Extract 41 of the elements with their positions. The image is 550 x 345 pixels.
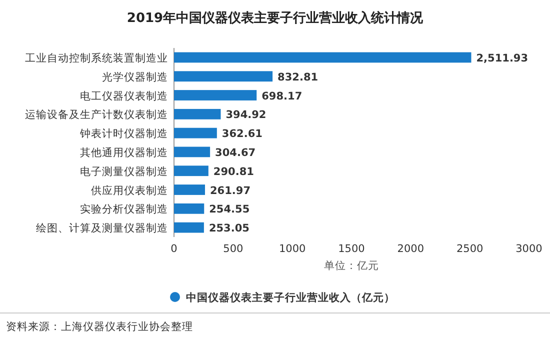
x-tick-label: 2500 [456,243,484,255]
text: 253.05 [208,222,250,235]
bar [174,146,210,158]
bar [174,184,205,195]
bar [174,166,208,176]
y-tick-label: 电子测量仪器制造 [80,164,168,178]
legend-label: 中国仪器仪表主要子行业营业收入（亿元） [186,291,395,304]
y-tick-label: 绘图、计算及测量仪器制造 [36,222,168,235]
x-axis-title: 单位：亿元 [324,259,379,272]
text: 261.97 [210,184,251,197]
text: 698.17 [262,90,302,102]
text: 304.67 [215,146,256,159]
x-tick-label: 0 [170,243,178,255]
bar [174,71,273,82]
chart-title: 2019年中国仪器仪表主要子行业营业收入统计情况 [126,10,424,26]
y-tick-label: 电工仪器仪表制造 [80,89,168,102]
bar [174,90,257,100]
y-tick-label: 实验分析仪器制造 [80,202,168,216]
y-tick-label: 运输设备及生产计数仪表制造 [25,108,168,122]
text: 290.81 [213,166,254,178]
bar [174,222,204,233]
text: 资料来源：上海仪器仪表行业协会整理 [6,320,193,333]
y-tick-label: 工业自动控制系统装置制造业 [25,51,168,64]
bar [174,108,221,120]
y-tick-label: 供应用仪表制造 [91,184,168,197]
bar [174,128,217,138]
text: 254.55 [209,204,250,216]
y-tick-label: 光学仪器制造 [102,70,168,84]
x-tick-label: 500 [223,243,244,255]
text: 394.92 [226,109,266,122]
bar [174,203,204,214]
text: 362.61 [222,128,262,140]
x-tick-label: 3000 [516,243,542,255]
x-tick-label: 1500 [338,243,365,255]
x-tick-label: 2000 [397,243,424,255]
y-tick-label: 其他通用仪器制造 [80,146,168,159]
bar [174,52,472,63]
text: 2,511.93 [476,52,528,64]
x-tick-label: 1000 [278,243,306,255]
text: 832.81 [278,71,318,84]
y-tick-label: 钟表计时仪器制造 [79,127,168,140]
